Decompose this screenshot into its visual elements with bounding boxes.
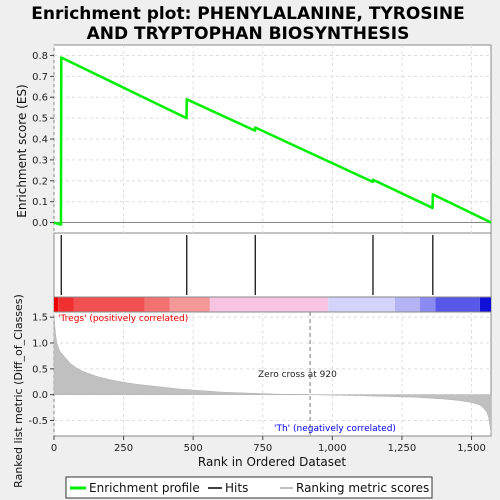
metric-tick-label-4: 1.5 bbox=[32, 313, 48, 324]
heat-bar-segment-0 bbox=[54, 298, 58, 312]
heat-bar-segment-10 bbox=[480, 298, 491, 312]
es-tick-label-0: 0.0 bbox=[32, 218, 48, 229]
heat-bar-segment-7 bbox=[395, 298, 420, 312]
heat-bar bbox=[54, 298, 491, 312]
heat-bar-segment-4 bbox=[170, 298, 210, 312]
es-tick-label-4: 0.4 bbox=[32, 135, 48, 146]
es-y-axis-label: Enrichment score (ES) bbox=[15, 84, 29, 217]
heat-bar-segment-1 bbox=[58, 298, 73, 312]
metric-y-axis-label: Ranked list metric (Diff_of_Classes) bbox=[12, 294, 25, 488]
metric-axis-ticks: -0.5 0.0 0.5 1.0 1.5 bbox=[28, 313, 54, 427]
es-tick-label-3: 0.3 bbox=[32, 155, 48, 166]
legend-hits-label: Hits bbox=[225, 481, 248, 495]
negative-annotation: 'Th' (negatively correlated) bbox=[274, 424, 396, 434]
legend-metric-label: Ranking metric scores bbox=[296, 481, 429, 495]
heat-bar-segment-3 bbox=[144, 298, 169, 312]
es-tick-label-7: 0.7 bbox=[32, 72, 48, 83]
x-axis-ticks: 0 250 500 750 1,000 1,250 1,500 bbox=[51, 436, 486, 454]
es-tick-label-2: 0.2 bbox=[32, 176, 48, 187]
es-tick-label-1: 0.1 bbox=[32, 197, 48, 208]
metric-tick-label-1: 0.0 bbox=[32, 390, 48, 401]
chart-title-line-1: Enrichment plot: PHENYLALANINE, TYROSINE bbox=[31, 4, 464, 24]
heat-bar-segment-8 bbox=[420, 298, 435, 312]
es-axis-ticks: 0.0 0.1 0.2 0.3 0.4 0.5 0.6 0.7 0.8 bbox=[32, 51, 54, 229]
hits-panel bbox=[54, 233, 491, 297]
metric-tick-label-0: -0.5 bbox=[28, 416, 48, 427]
x-axis-label: Rank in Ordered Dataset bbox=[198, 455, 346, 469]
metric-tick-label-2: 0.5 bbox=[32, 364, 48, 375]
zero-cross-annotation: Zero cross at 920 bbox=[258, 370, 337, 380]
heat-bar-segment-5 bbox=[210, 298, 328, 312]
legend: Enrichment profile Hits Ranking metric s… bbox=[66, 477, 432, 498]
metric-tick-label-3: 1.0 bbox=[32, 339, 48, 350]
x-tick-label-3: 750 bbox=[253, 443, 272, 454]
x-tick-label-6: 1,500 bbox=[457, 443, 486, 454]
legend-enrichment-label: Enrichment profile bbox=[89, 481, 200, 495]
chart-title-line-2: AND TRYPTOPHAN BIOSYNTHESIS bbox=[87, 24, 410, 44]
x-tick-label-5: 1,250 bbox=[388, 443, 417, 454]
positive-annotation: 'Tregs' (positively correlated) bbox=[58, 314, 188, 324]
heat-bar-segment-9 bbox=[435, 298, 480, 312]
x-tick-label-4: 1,000 bbox=[318, 443, 347, 454]
x-tick-label-0: 0 bbox=[51, 443, 57, 454]
es-tick-label-8: 0.8 bbox=[32, 51, 48, 62]
x-tick-label-1: 250 bbox=[114, 443, 133, 454]
heat-bar-segment-6 bbox=[328, 298, 395, 312]
heat-bar-segment-2 bbox=[73, 298, 144, 312]
es-tick-label-5: 0.5 bbox=[32, 114, 48, 125]
es-tick-label-6: 0.6 bbox=[32, 93, 48, 104]
x-tick-label-2: 500 bbox=[184, 443, 203, 454]
